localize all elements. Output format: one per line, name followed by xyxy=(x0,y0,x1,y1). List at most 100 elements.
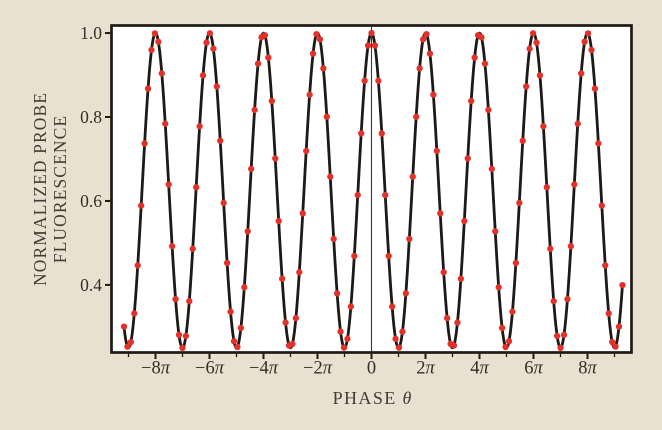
data-point xyxy=(148,46,155,54)
data-point xyxy=(591,85,599,92)
x-tick-label: 8π xyxy=(578,359,597,379)
data-point xyxy=(375,77,382,84)
data-point xyxy=(144,85,152,92)
data-point xyxy=(385,252,392,260)
x-tick-label: −8π xyxy=(141,359,171,379)
y-tick-label: 0.8 xyxy=(80,107,102,127)
data-point xyxy=(124,343,131,350)
data-point xyxy=(313,30,320,38)
data-point xyxy=(278,275,286,282)
data-point xyxy=(244,228,251,235)
data-point xyxy=(509,308,516,315)
data-point xyxy=(437,210,444,217)
data-point xyxy=(347,303,355,310)
y-axis-title-line1: NORMALIZED PROBE xyxy=(30,91,50,287)
x-tick-number: −4 xyxy=(249,359,269,379)
data-point xyxy=(468,97,475,105)
data-point xyxy=(337,328,344,335)
data-point xyxy=(567,243,575,250)
data-point xyxy=(333,290,341,297)
data-point xyxy=(127,338,135,346)
x-tick-number: 2 xyxy=(416,359,425,379)
data-point xyxy=(478,34,485,41)
data-point xyxy=(230,338,238,345)
y-tick-label: 0.4 xyxy=(80,275,102,295)
data-point xyxy=(134,262,141,269)
data-point xyxy=(179,344,186,352)
data-point xyxy=(402,290,410,297)
x-tick-pi-symbol: π xyxy=(215,359,225,379)
data-point xyxy=(512,259,520,267)
data-point xyxy=(213,83,220,90)
data-point xyxy=(251,106,258,114)
data-point xyxy=(138,202,145,209)
data-point xyxy=(519,137,526,144)
data-point xyxy=(619,281,626,289)
data-point xyxy=(413,113,420,120)
x-tick-pi-symbol: π xyxy=(269,359,279,379)
data-point xyxy=(399,328,406,335)
x-tick-pi-symbol: π xyxy=(425,359,435,379)
data-point xyxy=(323,113,330,120)
y-axis-title-line2: FLUORESCENCE xyxy=(50,114,70,264)
data-point xyxy=(457,275,465,282)
data-point xyxy=(196,123,203,130)
data-point xyxy=(557,344,564,352)
data-point xyxy=(481,60,489,67)
data-point xyxy=(175,331,183,339)
data-point xyxy=(120,323,128,330)
data-point xyxy=(241,284,248,291)
data-point xyxy=(189,245,196,252)
data-point xyxy=(268,97,275,105)
y-tick-label: 0.6 xyxy=(80,191,102,211)
x-tick-label: 4π xyxy=(470,359,489,379)
data-point xyxy=(574,120,581,127)
data-point xyxy=(533,39,540,46)
x-tick-label: 0 xyxy=(367,359,376,379)
data-point xyxy=(523,83,530,90)
data-point xyxy=(371,42,379,49)
data-point xyxy=(261,32,269,39)
data-point xyxy=(199,72,207,79)
data-point xyxy=(168,243,176,250)
data-point xyxy=(454,319,461,326)
data-point xyxy=(540,123,547,130)
data-point xyxy=(378,130,385,137)
data-point xyxy=(571,181,578,188)
data-point xyxy=(182,332,190,340)
data-point xyxy=(440,269,447,276)
data-point xyxy=(361,77,368,84)
x-tick-pi-symbol: π xyxy=(479,359,489,379)
data-point xyxy=(223,259,231,267)
data-point xyxy=(392,335,399,342)
data-point xyxy=(309,50,317,57)
y-tick-label: 1.0 xyxy=(80,23,102,43)
data-point xyxy=(395,344,403,351)
data-point xyxy=(608,338,616,346)
x-tick-number: 6 xyxy=(524,359,533,379)
data-point xyxy=(443,315,451,322)
data-point xyxy=(430,91,437,98)
data-point xyxy=(248,165,255,173)
x-tick-label: −6π xyxy=(195,359,225,379)
x-tick-label: −2π xyxy=(303,359,333,379)
data-point xyxy=(306,91,313,98)
data-point xyxy=(547,245,554,252)
data-point xyxy=(553,332,561,340)
data-point xyxy=(364,42,372,49)
data-point xyxy=(388,303,396,310)
data-point xyxy=(536,72,544,79)
data-point xyxy=(151,30,159,37)
plot-frame xyxy=(110,24,633,354)
data-point xyxy=(162,120,169,127)
data-point xyxy=(488,165,495,173)
data-point xyxy=(588,46,595,54)
data-point xyxy=(416,65,423,72)
data-point xyxy=(550,297,557,305)
data-point xyxy=(409,173,416,180)
x-tick-label: 2π xyxy=(416,359,435,379)
data-point xyxy=(578,70,585,77)
fit-curve xyxy=(122,31,624,350)
